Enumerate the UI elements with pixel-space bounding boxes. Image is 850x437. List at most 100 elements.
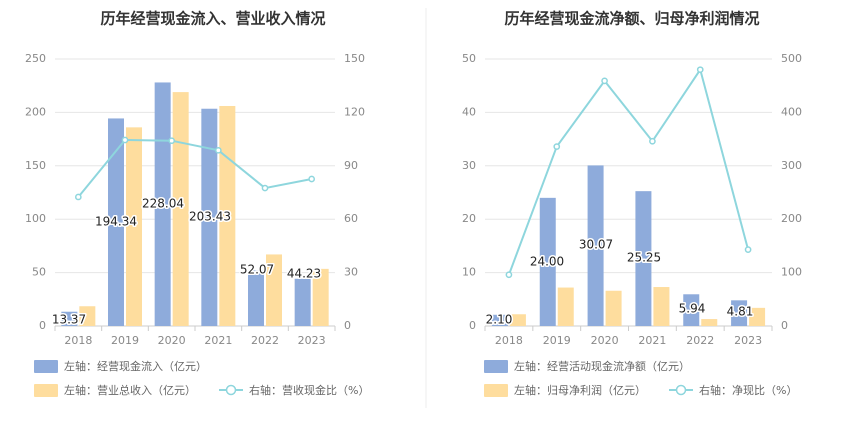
- bar-data-label: 4.81: [727, 305, 754, 319]
- ratio-point: [214, 146, 222, 154]
- cash-inflow-revenue-chart: 历年经营现金流入、营业收入情况 0 0 50 30 100 60 150 90 200 120 250…: [25, 10, 369, 397]
- chart-title: 历年经营现金流净额、归母净利润情况: [504, 10, 759, 28]
- left-axis-tick-label: 10: [462, 266, 476, 279]
- right-axis-tick-label: 100: [781, 266, 802, 279]
- chart-title: 历年经营现金流入、营业收入情况: [100, 10, 325, 28]
- right-axis-tick-label: 0: [344, 319, 351, 332]
- legend-label: 右轴：净现比（%）: [699, 383, 797, 397]
- right-axis-tick-label: 300: [781, 159, 802, 172]
- left-axis-tick-label: 0: [469, 319, 476, 332]
- legend-label: 左轴：经营活动现金流净额（亿元）: [514, 359, 690, 373]
- bar-series-1-bar: [154, 82, 171, 326]
- legend-marker: [675, 384, 687, 396]
- x-axis-tick-label: 2020: [591, 334, 619, 347]
- right-axis-tick-label: 200: [781, 212, 802, 225]
- legend-swatch: [34, 360, 58, 373]
- legend-swatch: [484, 360, 508, 373]
- bar-data-label: 5.94: [679, 302, 706, 316]
- bar-series-2-bar: [172, 92, 189, 326]
- left-axis-tick-label: 20: [462, 212, 476, 225]
- bar-series-2-bar: [266, 254, 282, 326]
- bar-data-label: 203.43: [189, 210, 231, 224]
- bar-data-label: 30.07: [579, 238, 613, 252]
- ratio-line: [77, 138, 312, 198]
- right-axis-tick-label: 30: [344, 266, 358, 279]
- ratio-point: [261, 184, 269, 192]
- left-axis-tick-label: 150: [25, 159, 46, 172]
- ratio-line: [507, 67, 750, 276]
- bar-data-label: 194.34: [95, 215, 137, 229]
- ratio-point: [553, 143, 561, 150]
- legend-label: 右轴：营收现金比（%）: [249, 383, 369, 397]
- bar-series-1-bar: [108, 118, 124, 326]
- bar-data-label: 52.07: [240, 263, 274, 277]
- left-axis-tick-label: 30: [462, 159, 476, 172]
- bar-series-1-bar: [491, 314, 508, 326]
- left-axis-tick-label: 50: [462, 52, 476, 65]
- right-axis-tick-label: 90: [344, 159, 358, 172]
- bar-data-label: 13.37: [52, 313, 86, 327]
- left-axis-tick-label: 50: [32, 266, 46, 279]
- ratio-point: [121, 136, 129, 144]
- net-cash-flow-profit-chart: 历年经营现金流净额、归母净利润情况 0 0 10 100 20 200 30 300 40 400 5…: [462, 10, 802, 397]
- left-axis-tick-label: 100: [25, 212, 46, 225]
- left-axis-tick-label: 200: [25, 105, 46, 118]
- bar-data-label: 228.04: [142, 197, 184, 211]
- right-axis-tick-label: 120: [344, 105, 365, 118]
- bar-series-2-bar: [749, 307, 766, 326]
- x-axis-tick-label: 2018: [495, 334, 523, 347]
- x-axis-tick-label: 2023: [298, 334, 326, 347]
- right-axis-tick-label: 500: [781, 52, 802, 65]
- ratio-point: [168, 137, 176, 145]
- bar-series-2-bar: [605, 290, 622, 326]
- bar-series-1-bar: [683, 294, 700, 326]
- left-axis-tick-label: 40: [462, 105, 476, 118]
- bar-series-1-bar: [201, 108, 218, 327]
- legend-label: 左轴：归母净利润（亿元）: [514, 383, 646, 397]
- bar-series-1-bar: [731, 300, 748, 326]
- legend-swatch: [484, 384, 508, 397]
- x-axis-tick-label: 2023: [734, 334, 762, 347]
- ratio-point: [74, 193, 82, 201]
- bar-series-1-bar: [587, 165, 604, 326]
- x-axis-tick-label: 2019: [111, 334, 139, 347]
- bar-series-1-bar: [294, 278, 311, 326]
- bar-data-label: 44.23: [287, 267, 321, 281]
- ratio-point: [744, 246, 752, 253]
- right-axis-tick-label: 150: [344, 52, 365, 65]
- legend-label: 左轴：经营现金流入（亿元）: [64, 359, 207, 373]
- left-axis-tick-label: 250: [25, 52, 46, 65]
- right-axis-tick-label: 60: [344, 212, 358, 225]
- legend-marker: [225, 384, 237, 396]
- bar-series-2-bar: [312, 268, 329, 326]
- bar-data-label: 25.25: [627, 251, 661, 265]
- bar-series-2-bar: [557, 287, 574, 326]
- x-axis-tick-label: 2021: [638, 334, 666, 347]
- x-axis-tick-label: 2022: [686, 334, 714, 347]
- left-axis-tick-label: 0: [39, 319, 46, 332]
- x-axis-tick-label: 2021: [204, 334, 232, 347]
- ratio-point: [696, 66, 704, 74]
- bar-data-label: 24.00: [530, 255, 564, 269]
- legend-label: 左轴：营业总收入（亿元）: [64, 383, 196, 397]
- x-axis-tick-label: 2018: [64, 334, 92, 347]
- bar-data-label: 2.10: [486, 313, 513, 327]
- x-axis-tick-label: 2019: [543, 334, 571, 347]
- bar-series-1-bar: [539, 197, 556, 326]
- ratio-point: [308, 175, 316, 183]
- ratio-point: [601, 77, 608, 85]
- bar-series-2-bar: [653, 287, 670, 326]
- bar-series-1-bar: [248, 270, 264, 326]
- bar-series-2-bar: [126, 127, 142, 327]
- right-axis-tick-label: 0: [781, 319, 788, 332]
- bar-series-2-bar: [79, 306, 96, 326]
- ratio-point: [649, 137, 656, 145]
- bar-series-1-bar: [635, 191, 652, 326]
- x-axis-tick-label: 2020: [158, 334, 186, 347]
- bar-series-1-bar: [61, 311, 78, 326]
- legend-swatch: [34, 384, 58, 397]
- right-axis-tick-label: 400: [781, 105, 802, 118]
- x-axis-tick-label: 2022: [251, 334, 279, 347]
- bar-series-2-bar: [509, 314, 526, 326]
